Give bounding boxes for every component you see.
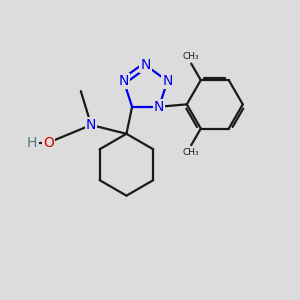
Text: CH₃: CH₃	[183, 148, 200, 157]
Text: N: N	[118, 74, 129, 88]
Text: O: O	[43, 136, 54, 150]
Text: N: N	[140, 58, 151, 72]
Text: N: N	[86, 118, 96, 132]
Text: N: N	[162, 74, 172, 88]
Text: N: N	[154, 100, 164, 114]
Text: CH₃: CH₃	[183, 52, 200, 61]
Text: H: H	[27, 136, 38, 150]
